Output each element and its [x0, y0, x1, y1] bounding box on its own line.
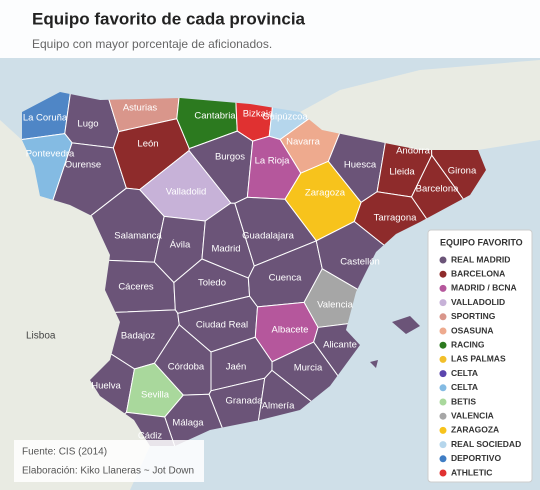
legend-label: RACING — [451, 339, 485, 349]
province-label: La Rioja — [255, 156, 291, 167]
province-label: Cádiz — [138, 431, 163, 442]
legend-swatch — [439, 398, 447, 406]
province-label: Cuenca — [269, 273, 302, 284]
legend-label: MADRID / BCNA — [451, 283, 517, 293]
legend-items: REAL MADRID BARCELONA MADRID / BCNA VALLADO… — [439, 254, 521, 477]
legend-swatch — [439, 256, 447, 264]
legend-swatch — [439, 341, 447, 349]
footer-bg — [14, 440, 204, 482]
province-label: Valencia — [317, 300, 353, 311]
province-label: Madrid — [211, 244, 240, 255]
province-label: Almería — [262, 401, 295, 412]
legend-swatch — [439, 412, 447, 420]
province-label: Girona — [448, 166, 477, 177]
province-label: Jaén — [226, 362, 247, 373]
legend-swatch — [439, 284, 447, 292]
legend-label: BETIS — [451, 396, 476, 406]
province-label: Lugo — [77, 119, 98, 130]
credit: Elaboración: Kiko Llaneras ~ Jot Down — [22, 466, 194, 477]
legend-label: REAL SOCIEDAD — [451, 439, 521, 449]
title: Equipo favorito de cada provincia — [32, 9, 306, 28]
legend-label: ZARAGOZA — [451, 425, 499, 435]
header-bg — [0, 0, 540, 58]
province-label: La Coruña — [23, 113, 68, 124]
province-label: Málaga — [172, 418, 204, 429]
province-label: Bizkaia — [243, 109, 274, 120]
legend-label: REAL MADRID — [451, 254, 510, 264]
subtitle: Equipo con mayor porcentaje de aficionad… — [32, 37, 272, 51]
legend-swatch — [439, 355, 447, 363]
legend-title: EQUIPO FAVORITO — [440, 237, 523, 247]
province-label: Alicante — [323, 340, 357, 351]
province-label: Valladolid — [166, 187, 207, 198]
legend-label: OSASUNA — [451, 325, 494, 335]
province-label: Barcelona — [416, 184, 459, 195]
province-label: Sevilla — [141, 390, 170, 401]
place-label: Lisboa — [26, 331, 56, 342]
province-label: Toledo — [198, 278, 226, 289]
province-label: Córdoba — [168, 362, 205, 373]
legend-swatch — [439, 426, 447, 434]
legend-swatch — [439, 313, 447, 321]
province-label: Guadalajara — [242, 231, 294, 242]
province-label: Badajoz — [121, 331, 156, 342]
legend-swatch — [439, 469, 447, 477]
province-label: Ávila — [170, 240, 191, 251]
legend-label: SPORTING — [451, 311, 496, 321]
province-label: Salamanca — [114, 231, 162, 242]
province-label: Murcia — [294, 363, 323, 374]
legend-label: BARCELONA — [451, 268, 505, 278]
legend-label: LAS PALMAS — [451, 354, 506, 364]
province-label: Ourense — [65, 160, 101, 171]
province-label: Tarragona — [374, 213, 417, 224]
province-label: Cantabria — [194, 111, 236, 122]
legend-label: CELTA — [451, 382, 478, 392]
legend-swatch — [439, 441, 447, 449]
legend-swatch — [439, 455, 447, 463]
islands — [370, 310, 446, 368]
legend-label: VALENCIA — [451, 410, 494, 420]
legend-swatch — [439, 384, 447, 392]
legend-label: ATHLETIC — [451, 467, 492, 477]
province-label: Cáceres — [118, 282, 154, 293]
province-label: Guipúzcoa — [262, 112, 308, 123]
province-label: Albacete — [272, 325, 309, 336]
province-label: Ciudad Real — [196, 320, 248, 331]
legend-label: CELTA — [451, 368, 478, 378]
legend — [427, 229, 533, 483]
place-label: Andorra — [396, 146, 431, 157]
province-label: León — [137, 139, 158, 150]
province-label: Huesca — [344, 160, 377, 171]
province-label: Zaragoza — [305, 188, 346, 199]
legend-label: VALLADOLID — [451, 297, 505, 307]
province-label: Lleida — [389, 167, 415, 178]
legend-swatch — [439, 327, 447, 335]
legend-label: DEPORTIVO — [451, 453, 501, 463]
source: Fuente: CIS (2014) — [22, 447, 107, 458]
province-label: Castellón — [340, 257, 380, 268]
legend-swatch — [439, 370, 447, 378]
province-label: Burgos — [215, 152, 245, 163]
province-label: Huelva — [91, 381, 121, 392]
legend-swatch — [439, 270, 447, 278]
legend-swatch — [439, 299, 447, 307]
province-label: Asturias — [123, 103, 158, 114]
province-label: Navarra — [286, 137, 321, 148]
province-label: Pontevedra — [26, 149, 75, 160]
province-label: Granada — [226, 396, 264, 407]
